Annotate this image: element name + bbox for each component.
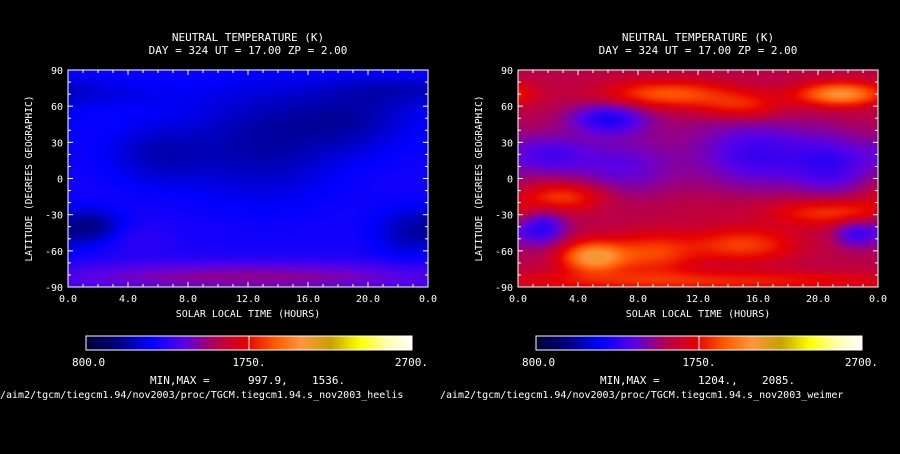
- x-axis-label: SOLAR LOCAL TIME (HOURS): [626, 309, 771, 320]
- x-tick-label: 0.0: [59, 294, 77, 305]
- max-value: 2085.: [762, 374, 795, 387]
- x-tick-label: 12.0: [236, 294, 260, 305]
- colorbar-max-label: 2700.: [845, 356, 878, 369]
- x-tick-label: 8.0: [629, 294, 647, 305]
- x-tick-label: 4.0: [119, 294, 137, 305]
- chart-subtitle: DAY = 324 UT = 17.00 ZP = 2.00: [599, 44, 798, 57]
- x-tick-label: 0.0: [419, 294, 437, 305]
- y-tick-label: -30: [495, 211, 513, 222]
- chart-title: NEUTRAL TEMPERATURE (K): [172, 31, 324, 44]
- x-tick-label: 0.0: [869, 294, 887, 305]
- chart-title: NEUTRAL TEMPERATURE (K): [622, 31, 774, 44]
- y-tick-label: 90: [501, 66, 513, 77]
- max-value: 1536.: [312, 374, 345, 387]
- colorbar-mid-label: 1750.: [682, 356, 715, 369]
- x-tick-label: 4.0: [569, 294, 587, 305]
- y-tick-label: 0: [507, 175, 513, 186]
- chart-heelis: NEUTRAL TEMPERATURE (K)DAY = 324 UT = 17…: [24, 31, 437, 387]
- min-value: 997.9,: [248, 374, 288, 387]
- x-tick-label: 8.0: [179, 294, 197, 305]
- y-tick-label: 0: [57, 175, 63, 186]
- file-path-text: /aim2/tgcm/tiegcm1.94/nov2003/proc/TGCM.…: [0, 390, 404, 401]
- chart-weimer: NEUTRAL TEMPERATURE (K)DAY = 324 UT = 17…: [474, 31, 887, 387]
- colorbar-min-label: 800.0: [522, 356, 555, 369]
- y-axis-label: LATITUDE (DEGREES GEOGRAPHIC): [24, 96, 35, 262]
- y-tick-label: 90: [51, 66, 63, 77]
- heatmap-field: [518, 70, 878, 287]
- y-tick-label: -60: [495, 247, 513, 258]
- chart-subtitle: DAY = 324 UT = 17.00 ZP = 2.00: [149, 44, 348, 57]
- colorbar-max-label: 2700.: [395, 356, 428, 369]
- y-axis-label: LATITUDE (DEGREES GEOGRAPHIC): [474, 96, 485, 262]
- colorbar-mid-label: 1750.: [232, 356, 265, 369]
- heatmap-field: [68, 70, 428, 287]
- x-tick-label: 0.0: [509, 294, 527, 305]
- y-tick-label: 60: [501, 102, 513, 113]
- x-tick-label: 16.0: [746, 294, 770, 305]
- x-tick-label: 16.0: [296, 294, 320, 305]
- y-tick-label: 30: [51, 138, 63, 149]
- x-tick-label: 20.0: [806, 294, 830, 305]
- min-value: 1204.,: [698, 374, 738, 387]
- y-tick-label: 30: [501, 138, 513, 149]
- minmax-label: MIN,MAX =: [600, 374, 660, 387]
- x-tick-label: 20.0: [356, 294, 380, 305]
- y-tick-label: -90: [45, 283, 63, 294]
- minmax-label: MIN,MAX =: [150, 374, 210, 387]
- panel-weimer: NEUTRAL TEMPERATURE (K) DAY = 324 UT = 17…: [440, 0, 900, 450]
- x-tick-label: 12.0: [686, 294, 710, 305]
- x-axis-label: SOLAR LOCAL TIME (HOURS): [176, 309, 321, 320]
- y-tick-label: 60: [51, 102, 63, 113]
- y-tick-label: -30: [45, 211, 63, 222]
- colorbar-min-label: 800.0: [72, 356, 105, 369]
- y-tick-label: -90: [495, 283, 513, 294]
- panel-heelis: NEUTRAL TEMPERATURE (K) DAY = 324 UT = 17…: [0, 0, 450, 450]
- file-path-text: /aim2/tgcm/tiegcm1.94/nov2003/proc/TGCM.…: [440, 390, 844, 401]
- y-tick-label: -60: [45, 247, 63, 258]
